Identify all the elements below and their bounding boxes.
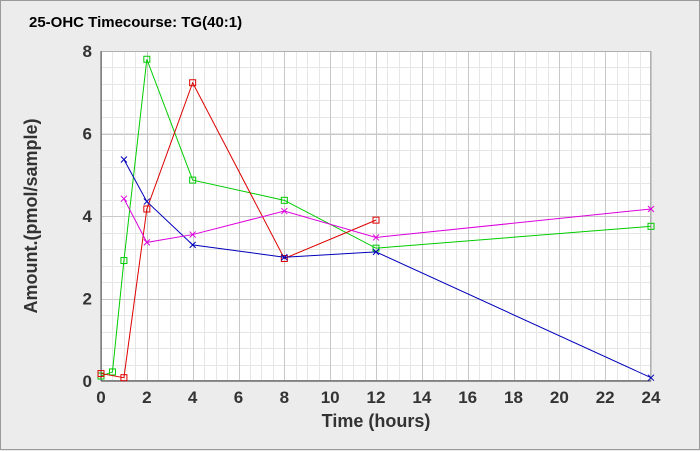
data-point [280, 207, 288, 215]
y-tick-label: 4 [83, 207, 93, 226]
data-point [120, 156, 128, 163]
data-point [189, 241, 197, 249]
x-tick-label: 22 [596, 388, 615, 407]
series-line [100, 59, 652, 377]
x-tick-label: 8 [280, 388, 289, 407]
data-point [647, 374, 655, 382]
data-point [280, 253, 288, 261]
x-tick-label: 18 [504, 388, 523, 407]
x-tick-label: 2 [142, 388, 151, 407]
series-3 [120, 156, 655, 382]
data-point [372, 216, 380, 224]
data-point [189, 176, 197, 184]
data-point [372, 244, 380, 252]
x-tick-label: 14 [412, 388, 431, 407]
series-2 [97, 79, 380, 382]
data-point [143, 205, 151, 213]
data-point [189, 79, 197, 87]
series-line [123, 159, 652, 379]
data-point [143, 198, 151, 205]
x-axis-label: Time (hours) [322, 411, 431, 431]
x-tick-label: 24 [642, 388, 661, 407]
data-point [143, 239, 151, 246]
data-point [372, 234, 380, 241]
data-point [280, 196, 288, 204]
data-point [120, 195, 128, 203]
data-point [189, 231, 197, 238]
data-point [120, 374, 128, 382]
data-point [120, 257, 128, 265]
y-tick-label: 0 [83, 372, 92, 391]
data-point [108, 368, 116, 376]
y-tick-label: 8 [83, 42, 92, 61]
x-tick-label: 10 [321, 388, 340, 407]
x-tick-label: 0 [96, 388, 105, 407]
data-point [647, 205, 655, 213]
data-point [97, 370, 105, 378]
data-point [143, 55, 151, 63]
x-tick-label: 12 [367, 388, 386, 407]
chart-title: 25-OHC Timecourse: TG(40:1) [29, 14, 242, 31]
x-tick-label: 16 [458, 388, 477, 407]
y-axis-label: Amount.(pmol/sample) [21, 118, 41, 313]
series-4 [120, 195, 655, 246]
y-tick-label: 2 [83, 290, 92, 309]
data-point [647, 222, 655, 230]
x-tick-label: 6 [234, 388, 243, 407]
x-tick-label: 4 [188, 388, 198, 407]
data-point [280, 254, 288, 262]
data-point [372, 248, 380, 256]
x-tick-label: 20 [550, 388, 569, 407]
series-line [100, 81, 377, 379]
series-line [123, 198, 652, 243]
y-tick-label: 6 [83, 125, 92, 144]
